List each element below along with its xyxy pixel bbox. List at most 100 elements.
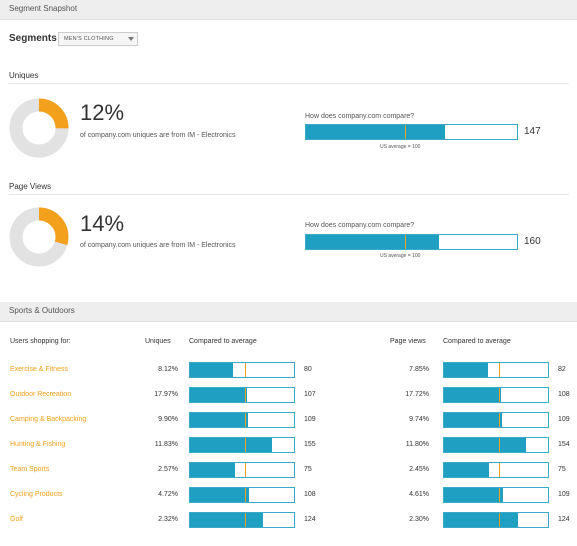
divider [9, 194, 569, 195]
donut-segment [9, 98, 69, 158]
uniques-percent-cell: 2.32% [158, 516, 178, 523]
compare-bar-fill [190, 413, 249, 427]
average-marker [245, 513, 247, 527]
compare-bar-fill [190, 513, 263, 527]
compare-bar-fill [190, 388, 248, 402]
pageviews-compare-bar [443, 462, 549, 478]
uniques-title: Uniques [9, 71, 39, 80]
average-marker [405, 235, 407, 249]
compare-bar-fill [444, 488, 504, 502]
pageviews-index-cell: 108 [558, 391, 570, 398]
compared-to-average-header: Compared to average [189, 338, 257, 345]
uniques-compare-bar [189, 362, 295, 378]
pageviews-compare-bar [443, 412, 549, 428]
compare-bar-fill [306, 235, 439, 249]
pageviews-percent-cell: 9.74% [409, 416, 429, 423]
segment-snapshot-title: Segment Snapshot [9, 4, 78, 13]
us-average-note: US average = 100 [380, 144, 421, 150]
compare-bar-fill [444, 388, 502, 402]
pageviews-compare-bar [443, 487, 549, 503]
sports-outdoors-header: Sports & Outdoors [0, 302, 577, 322]
average-marker [245, 438, 247, 452]
uniques-index-cell: 155 [304, 441, 316, 448]
average-marker [245, 363, 247, 377]
pageviews-percent-cell: 2.45% [409, 466, 429, 473]
uniques-index-cell: 80 [304, 366, 312, 373]
pageviews-percent-cell: 11.80% [405, 441, 429, 448]
pageviews-header: Page views [390, 338, 426, 345]
average-marker [245, 388, 247, 402]
average-marker [499, 413, 501, 427]
us-average-note: US average = 100 [380, 253, 421, 259]
pageviews-description: of company.com uniques are from IM - Ele… [80, 242, 236, 249]
divider [9, 83, 569, 84]
pageviews-donut-chart [9, 207, 69, 267]
pageviews-percent-cell: 17.72% [405, 391, 429, 398]
average-marker [245, 488, 247, 502]
segment-dropdown[interactable]: MEN'S CLOTHING [58, 32, 138, 46]
pageviews-percent-cell: 4.61% [409, 491, 429, 498]
uniques-index-cell: 108 [304, 491, 316, 498]
pageviews-percent-cell: 7.85% [409, 366, 429, 373]
pageviews-compare-title: How does company.com compare? [305, 222, 415, 229]
segment-dropdown-value: MEN'S CLOTHING [64, 36, 114, 42]
compare-bar-fill [444, 413, 503, 427]
uniques-compare-bar [189, 387, 295, 403]
donut-segment [9, 207, 69, 267]
category-link[interactable]: Exercise & Fitness [10, 366, 68, 373]
average-marker [499, 438, 501, 452]
average-marker [499, 513, 501, 527]
average-marker [405, 125, 407, 139]
pageviews-index-cell: 109 [558, 416, 570, 423]
compare-bar-fill [190, 363, 233, 377]
uniques-description: of company.com uniques are from IM - Ele… [80, 132, 236, 139]
uniques-compare-bar [305, 124, 518, 140]
compare-bar-fill [444, 513, 518, 527]
pageviews-index-cell: 82 [558, 366, 566, 373]
segments-label: Segments [9, 33, 57, 44]
compare-bar-fill [306, 125, 446, 139]
category-link[interactable]: Camping & Backpacking [10, 416, 87, 423]
uniques-percent-cell: 9.90% [158, 416, 178, 423]
pageviews-percent-cell: 2.30% [409, 516, 429, 523]
pageviews-compare-bar [443, 437, 549, 453]
users-shopping-header: Users shopping for: [10, 338, 71, 345]
uniques-index-cell: 107 [304, 391, 316, 398]
average-marker [499, 388, 501, 402]
category-link[interactable]: Hunting & Fishing [10, 441, 66, 448]
uniques-compare-bar [189, 412, 295, 428]
uniques-index-cell: 75 [304, 466, 312, 473]
category-link[interactable]: Golf [10, 516, 23, 523]
pageviews-compare-bar [443, 512, 549, 528]
compare-bar-fill [190, 438, 273, 452]
pageviews-compare-bar [305, 234, 518, 250]
average-marker [499, 463, 501, 477]
uniques-percent: 12% [80, 100, 125, 125]
sports-outdoors-title: Sports & Outdoors [9, 306, 75, 315]
uniques-percent-cell: 8.12% [158, 366, 178, 373]
pageviews-index-value: 160 [524, 236, 541, 247]
uniques-compare-bar [189, 512, 295, 528]
category-link[interactable]: Team Sports [10, 466, 50, 473]
compare-bar-fill [190, 488, 250, 502]
average-marker [245, 413, 247, 427]
pageviews-percent: 14% [80, 211, 125, 236]
compare-bar-fill [444, 463, 489, 477]
uniques-index-cell: 109 [304, 416, 316, 423]
uniques-percent-cell: 11.83% [154, 441, 178, 448]
category-link[interactable]: Outdoor Recreation [10, 391, 72, 398]
uniques-percent-cell: 17.97% [154, 391, 178, 398]
uniques-index-value: 147 [524, 126, 541, 137]
uniques-percent-cell: 4.72% [158, 491, 178, 498]
average-marker [245, 463, 247, 477]
compare-bar-fill [444, 438, 527, 452]
category-link[interactable]: Cycling Products [10, 491, 63, 498]
pageviews-index-cell: 124 [558, 516, 570, 523]
pageviews-index-cell: 75 [558, 466, 566, 473]
uniques-compare-title: How does company.com compare? [305, 113, 415, 120]
average-marker [499, 363, 501, 377]
pageviews-index-cell: 109 [558, 491, 570, 498]
pageviews-compare-bar [443, 362, 549, 378]
uniques-header: Uniques [145, 338, 171, 345]
uniques-percent-cell: 2.57% [158, 466, 178, 473]
